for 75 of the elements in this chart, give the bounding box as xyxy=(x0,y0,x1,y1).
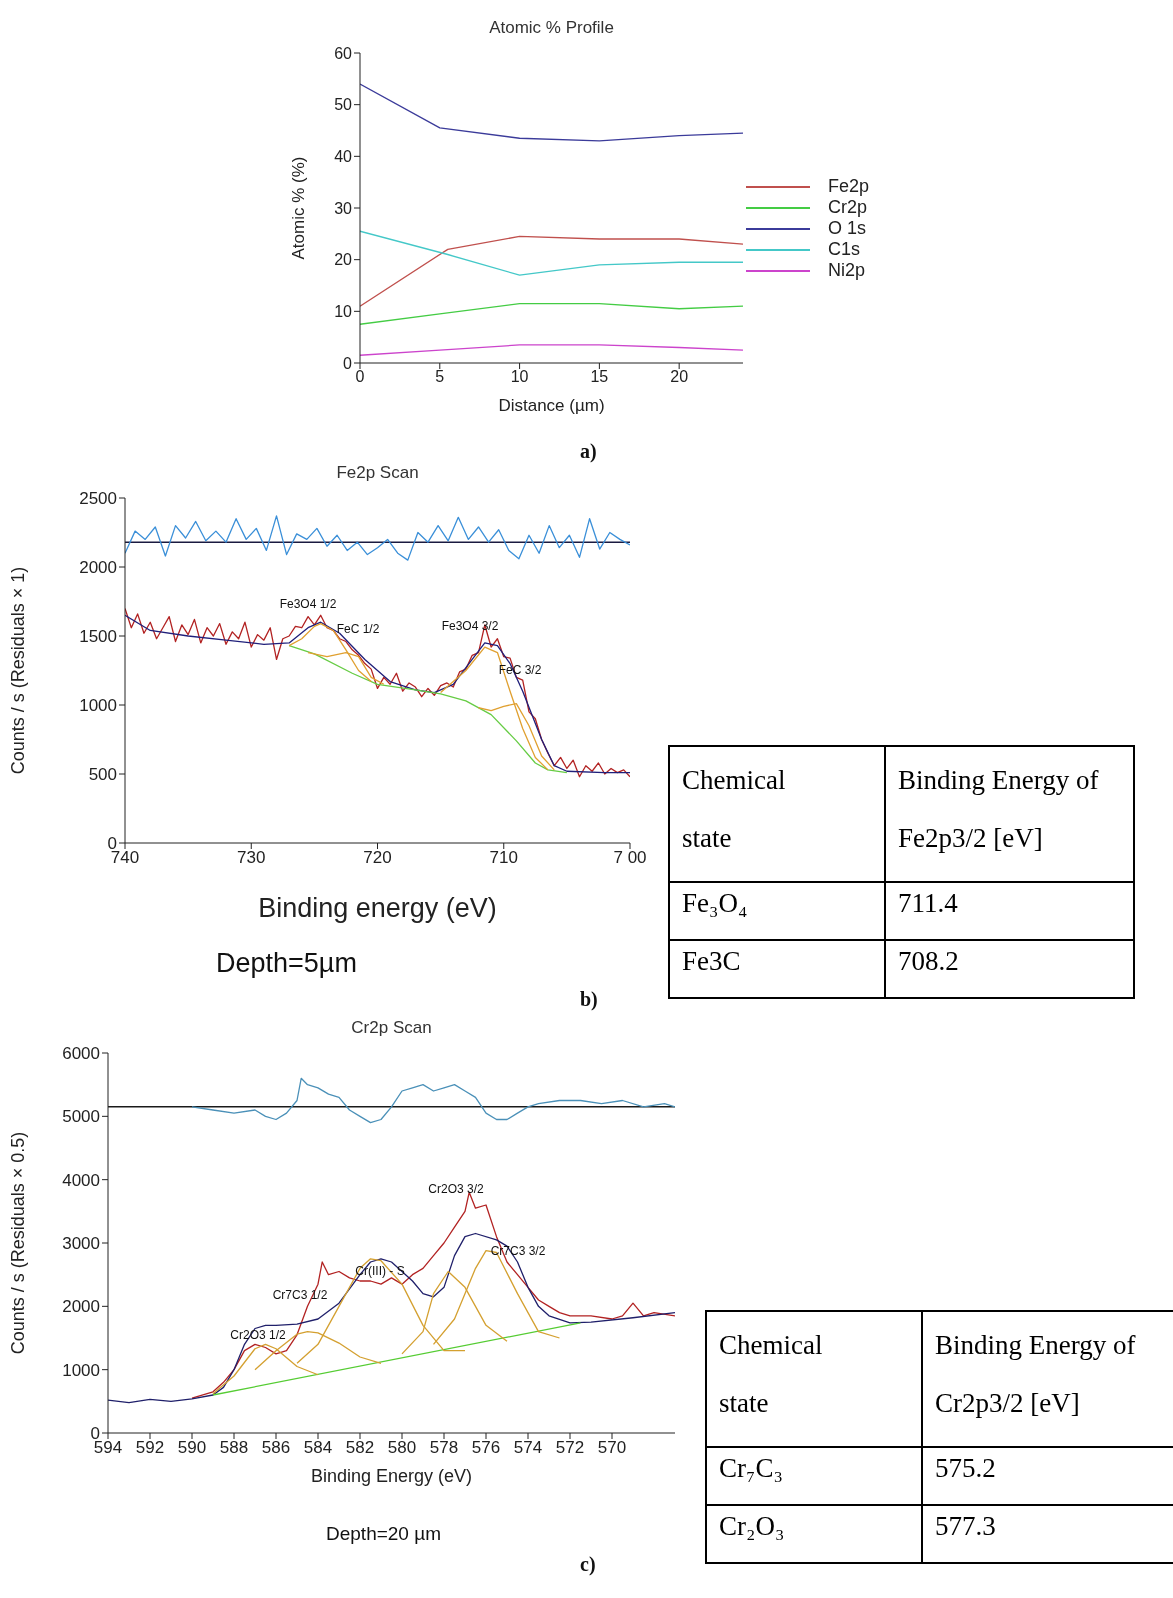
text: Fe₃O₄ xyxy=(682,887,748,919)
text: Fe3C xyxy=(682,945,741,977)
x-tick-label: 5 xyxy=(435,368,445,386)
text: a) xyxy=(580,440,597,463)
y-tick-label: 4000 xyxy=(62,1170,100,1190)
chart-title: Cr2p Scan xyxy=(350,1018,433,1038)
text: 711.4 xyxy=(898,887,958,919)
text: Depth=5µm xyxy=(216,948,357,979)
x-tick-label: 586 xyxy=(261,1438,291,1458)
text: Binding Energy of Cr2p3/2 [eV] xyxy=(935,1329,1137,1420)
y-tick-label: 5000 xyxy=(62,1107,100,1127)
y-tick-label: 0 xyxy=(343,354,353,372)
x-tick-label: 572 xyxy=(555,1438,585,1458)
x-tick-label: 592 xyxy=(135,1438,165,1458)
x-tick-label: 0 xyxy=(355,368,365,386)
x-tick-label: 710 xyxy=(489,848,518,868)
legend-label: O 1s xyxy=(828,218,867,239)
chart-title: Fe2p Scan xyxy=(335,463,420,483)
x-tick-label: 588 xyxy=(219,1438,249,1458)
x-tick-label: 582 xyxy=(345,1438,375,1458)
y-axis-title: Counts / s (Residuals × 1) xyxy=(8,566,29,775)
x-axis-title: Binding Energy (eV) xyxy=(310,1465,473,1486)
text: 708.2 xyxy=(898,945,959,977)
text: c) xyxy=(580,1553,596,1576)
x-axis-title: Binding energy (eV) xyxy=(258,893,497,924)
y-tick-label: 50 xyxy=(334,96,353,114)
x-tick-label: 15 xyxy=(590,368,609,386)
legend-label: C1s xyxy=(828,239,861,260)
y-tick-label: 2500 xyxy=(79,489,117,509)
y-tick-label: 1000 xyxy=(62,1360,100,1380)
annotation: Fe3O4 3/2 xyxy=(441,619,499,633)
y-tick-label: 10 xyxy=(334,303,353,321)
x-tick-label: 580 xyxy=(387,1438,417,1458)
y-tick-label: 2000 xyxy=(62,1297,100,1317)
legend-label: Ni2p xyxy=(828,260,866,281)
chart-title: Atomic % Profile xyxy=(488,18,615,38)
x-tick-label: 584 xyxy=(303,1438,333,1458)
x-tick-label: 20 xyxy=(670,368,689,386)
x-tick-label: 578 xyxy=(429,1438,459,1458)
x-tick-label: 10 xyxy=(510,368,529,386)
annotation: Cr2O3 3/2 xyxy=(428,1182,484,1196)
text: 575.2 xyxy=(935,1452,996,1484)
x-tick-label: 590 xyxy=(177,1438,207,1458)
text: Cr₂O₃ xyxy=(719,1510,785,1542)
text: Binding Energy of Fe2p3/2 [eV] xyxy=(898,764,1100,855)
x-axis-title: Distance (µm) xyxy=(498,396,605,416)
y-tick-label: 40 xyxy=(334,148,353,166)
text: 577.3 xyxy=(935,1510,996,1542)
y-tick-label: 2000 xyxy=(79,558,117,578)
text: Chemical state xyxy=(719,1329,824,1420)
annotation: FeC 1/2 xyxy=(336,622,380,636)
legend-label: Fe2p xyxy=(828,176,870,197)
legend-label: Cr2p xyxy=(828,197,868,218)
y-axis-title: Counts / s (Residuals × 0.5) xyxy=(8,1131,29,1355)
y-tick-label: 30 xyxy=(334,199,353,217)
y-tick-label: 6000 xyxy=(62,1044,100,1064)
x-tick-label: 574 xyxy=(513,1438,543,1458)
y-tick-label: 1500 xyxy=(79,627,117,647)
y-tick-label: 60 xyxy=(334,44,353,62)
x-tick-label: 7 00 xyxy=(613,848,647,868)
x-tick-label: 720 xyxy=(363,848,392,868)
x-tick-label: 740 xyxy=(110,848,140,868)
y-tick-label: 20 xyxy=(334,251,353,269)
y-tick-label: 1000 xyxy=(79,696,117,716)
annotation: Fe3O4 1/2 xyxy=(279,597,337,611)
x-tick-label: 570 xyxy=(597,1438,627,1458)
y-axis-title: Atomic % (%) xyxy=(289,156,309,260)
y-tick-label: 500 xyxy=(88,765,117,785)
y-tick-label: 3000 xyxy=(62,1234,100,1254)
x-tick-label: 576 xyxy=(471,1438,501,1458)
text: Chemical state xyxy=(682,764,787,855)
text: Cr₇C₃ xyxy=(719,1452,783,1484)
x-tick-label: 730 xyxy=(237,848,266,868)
text: b) xyxy=(580,988,598,1011)
text: Depth=20 µm xyxy=(326,1523,441,1545)
